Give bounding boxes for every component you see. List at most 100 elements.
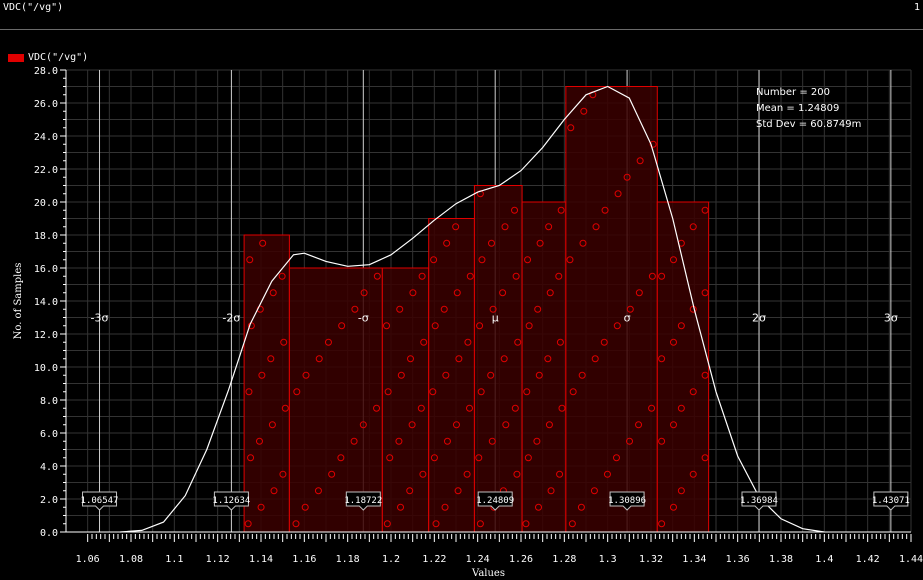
- sample-marker: [578, 371, 586, 379]
- sample-marker: [648, 404, 656, 412]
- y-tick-label: 4.0: [40, 462, 58, 473]
- sample-marker: [409, 289, 417, 297]
- x-tick-label: 1.1: [165, 554, 183, 565]
- x-tick-label: 1.38: [769, 554, 793, 565]
- sigma-label: -σ: [358, 312, 369, 325]
- sample-marker: [359, 421, 367, 429]
- sample-marker: [524, 454, 532, 462]
- x-tick-label: 1.4: [815, 554, 833, 565]
- x-tick-label: 1.06: [76, 554, 100, 565]
- sample-marker: [475, 454, 483, 462]
- sample-marker: [279, 470, 287, 478]
- x-tick-label: 1.42: [856, 554, 880, 565]
- sigma-value-label: 1.18722: [344, 496, 382, 506]
- sample-marker: [511, 206, 519, 214]
- sample-marker: [396, 305, 404, 313]
- sample-marker: [466, 404, 474, 412]
- sample-marker: [431, 322, 439, 330]
- sample-marker: [293, 388, 301, 396]
- sample-marker: [590, 487, 598, 495]
- y-tick-label: 26.0: [34, 99, 58, 110]
- sample-marker: [351, 305, 359, 313]
- sample-marker: [487, 371, 495, 379]
- sample-marker: [658, 520, 666, 528]
- sample-marker: [555, 272, 563, 280]
- sample-marker: [489, 305, 497, 313]
- sample-marker: [373, 272, 381, 280]
- sample-marker: [612, 454, 620, 462]
- window-title: VDC("/vg"): [3, 2, 64, 13]
- sample-marker: [701, 454, 709, 462]
- sample-marker: [338, 322, 346, 330]
- sample-marker: [701, 206, 709, 214]
- sigma-value-box: [345, 491, 381, 511]
- sample-marker: [569, 388, 577, 396]
- sample-marker: [440, 305, 448, 313]
- sample-marker: [270, 487, 278, 495]
- sigma-value-label: 1.12634: [212, 496, 250, 506]
- y-tick-label: 14.0: [34, 297, 58, 308]
- histogram-bar: [288, 267, 383, 533]
- sample-marker: [464, 338, 472, 346]
- sample-marker: [246, 256, 254, 264]
- sample-marker: [677, 322, 685, 330]
- stats-box: Number = 200 Mean = 1.24809 Std Dev = 60…: [756, 85, 861, 133]
- sample-marker: [536, 239, 544, 247]
- sample-marker: [501, 223, 509, 231]
- sample-marker: [432, 520, 440, 528]
- sigma-value-box: [82, 491, 118, 511]
- sample-marker: [429, 388, 437, 396]
- sample-marker: [383, 322, 391, 330]
- histogram-bar: [565, 86, 658, 533]
- sample-marker: [580, 107, 588, 115]
- y-tick-label: 12.0: [34, 330, 58, 341]
- sample-marker: [547, 487, 555, 495]
- sigma-value-label: 1.36984: [740, 496, 778, 506]
- x-tick-label: 1.34: [682, 554, 706, 565]
- sample-marker: [324, 338, 332, 346]
- sigma-label: μ: [492, 312, 499, 325]
- sigma-value-box: [741, 491, 777, 511]
- sample-marker: [337, 454, 345, 462]
- sample-marker: [614, 190, 622, 198]
- y-tick-label: 6.0: [40, 429, 58, 440]
- sample-marker: [669, 503, 677, 511]
- histogram-bar: [381, 267, 430, 533]
- sample-marker: [257, 503, 265, 511]
- x-tick-label: 1.12: [206, 554, 230, 565]
- sample-marker: [476, 322, 484, 330]
- x-tick-label: 1.2: [382, 554, 400, 565]
- histogram-bin: [243, 234, 290, 533]
- sample-marker: [499, 289, 507, 297]
- sample-marker: [267, 355, 275, 363]
- sample-marker: [407, 355, 415, 363]
- sigma-value-label: 1.24809: [476, 496, 514, 506]
- sample-marker: [328, 470, 336, 478]
- sample-marker: [658, 355, 666, 363]
- sample-marker: [677, 487, 685, 495]
- histogram-bin: [473, 185, 523, 533]
- sigma-label: σ: [624, 312, 631, 325]
- sample-marker: [386, 454, 394, 462]
- sample-marker: [658, 272, 666, 280]
- legend[interactable]: VDC("/vg"): [8, 52, 88, 63]
- sigma-label: -2σ: [222, 312, 240, 325]
- sample-marker: [534, 503, 542, 511]
- sample-marker: [301, 503, 309, 511]
- sample-marker: [701, 289, 709, 297]
- sample-marker: [419, 470, 427, 478]
- y-tick-label: 22.0: [34, 165, 58, 176]
- y-tick-label: 2.0: [40, 495, 58, 506]
- sample-marker: [454, 487, 462, 495]
- sample-marker: [476, 520, 484, 528]
- sigma-label: -3σ: [91, 312, 109, 325]
- sample-marker: [441, 503, 449, 511]
- x-tick-label: 1.08: [119, 554, 143, 565]
- sample-marker: [502, 421, 510, 429]
- sample-marker: [244, 520, 252, 528]
- sample-marker: [701, 371, 709, 379]
- sample-marker: [613, 322, 621, 330]
- y-tick-label: 28.0: [34, 66, 58, 77]
- histogram-bar: [473, 185, 523, 533]
